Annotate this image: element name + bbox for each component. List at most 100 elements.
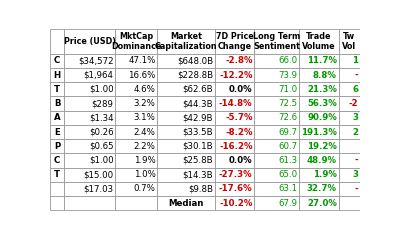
- Text: -16.2%: -16.2%: [219, 142, 252, 151]
- Text: 3.1%: 3.1%: [134, 113, 156, 122]
- Text: 48.9%: 48.9%: [307, 156, 337, 165]
- Text: 67.9: 67.9: [278, 199, 298, 208]
- Text: 7D Price
Change: 7D Price Change: [216, 32, 254, 51]
- Bar: [157, 29, 215, 54]
- Bar: [215, 82, 254, 96]
- Bar: [299, 111, 339, 125]
- Bar: [50, 168, 64, 182]
- Bar: [50, 96, 64, 111]
- Bar: [157, 139, 215, 153]
- Bar: [215, 168, 254, 182]
- Text: 21.3%: 21.3%: [307, 85, 337, 94]
- Text: -5.7%: -5.7%: [225, 113, 252, 122]
- Bar: [50, 54, 64, 68]
- Text: $1,964: $1,964: [84, 71, 114, 80]
- Text: Trade
Volume: Trade Volume: [302, 32, 336, 51]
- Bar: [299, 153, 339, 168]
- Text: E: E: [54, 127, 60, 137]
- Text: Long Term
Sentiment: Long Term Sentiment: [253, 32, 300, 51]
- Bar: [116, 125, 157, 139]
- Bar: [299, 182, 339, 196]
- Bar: [50, 82, 64, 96]
- Text: $62.6B: $62.6B: [182, 85, 213, 94]
- Text: 19.2%: 19.2%: [307, 142, 337, 151]
- Text: $9.8B: $9.8B: [188, 184, 213, 193]
- Bar: [116, 139, 157, 153]
- Bar: [64, 96, 116, 111]
- Text: $289: $289: [92, 99, 114, 108]
- Text: $1.00: $1.00: [89, 85, 114, 94]
- Bar: [339, 54, 360, 68]
- Text: $42.9B: $42.9B: [183, 113, 213, 122]
- Text: 11.7%: 11.7%: [307, 56, 337, 65]
- Bar: [215, 96, 254, 111]
- Bar: [50, 29, 64, 54]
- Text: 3.2%: 3.2%: [134, 99, 156, 108]
- Text: 72.5: 72.5: [278, 99, 298, 108]
- Bar: [215, 111, 254, 125]
- Bar: [157, 153, 215, 168]
- Text: T: T: [54, 85, 60, 94]
- Text: 27.0%: 27.0%: [307, 199, 337, 208]
- Text: $33.5B: $33.5B: [182, 127, 213, 137]
- Bar: [299, 54, 339, 68]
- Bar: [299, 196, 339, 210]
- Bar: [299, 96, 339, 111]
- Bar: [116, 68, 157, 82]
- Bar: [116, 153, 157, 168]
- Bar: [215, 182, 254, 196]
- Bar: [50, 111, 64, 125]
- Text: 3: 3: [352, 113, 358, 122]
- Text: 1: 1: [352, 56, 358, 65]
- Text: $1.34: $1.34: [89, 113, 114, 122]
- Text: MktCap
Dominance: MktCap Dominance: [111, 32, 162, 51]
- Bar: [254, 182, 299, 196]
- Bar: [50, 139, 64, 153]
- Bar: [116, 168, 157, 182]
- Bar: [254, 125, 299, 139]
- Text: $17.03: $17.03: [84, 184, 114, 193]
- Text: C: C: [54, 156, 60, 165]
- Text: $44.3B: $44.3B: [182, 99, 213, 108]
- Bar: [157, 125, 215, 139]
- Bar: [299, 29, 339, 54]
- Bar: [339, 196, 360, 210]
- Bar: [254, 29, 299, 54]
- Bar: [116, 196, 157, 210]
- Text: -: -: [354, 71, 358, 80]
- Text: 6: 6: [352, 85, 358, 94]
- Text: -8.2%: -8.2%: [225, 127, 252, 137]
- Text: 0.0%: 0.0%: [229, 85, 252, 94]
- Bar: [116, 182, 157, 196]
- Bar: [64, 54, 116, 68]
- Bar: [254, 111, 299, 125]
- Bar: [299, 139, 339, 153]
- Bar: [215, 54, 254, 68]
- Bar: [50, 196, 64, 210]
- Bar: [116, 96, 157, 111]
- Bar: [64, 153, 116, 168]
- Bar: [116, 82, 157, 96]
- Bar: [339, 168, 360, 182]
- Text: 2.2%: 2.2%: [134, 142, 156, 151]
- Text: 66.0: 66.0: [278, 56, 298, 65]
- Text: 16.6%: 16.6%: [128, 71, 156, 80]
- Bar: [157, 54, 215, 68]
- Bar: [157, 96, 215, 111]
- Bar: [64, 139, 116, 153]
- Text: 1.0%: 1.0%: [134, 170, 156, 179]
- Text: $25.8B: $25.8B: [182, 156, 213, 165]
- Bar: [64, 68, 116, 82]
- Text: $34,572: $34,572: [78, 56, 114, 65]
- Bar: [339, 82, 360, 96]
- Text: $0.26: $0.26: [89, 127, 114, 137]
- Bar: [339, 111, 360, 125]
- Bar: [299, 168, 339, 182]
- Bar: [339, 96, 360, 111]
- Text: $0.65: $0.65: [89, 142, 114, 151]
- Text: C: C: [54, 56, 60, 65]
- Bar: [215, 68, 254, 82]
- Bar: [64, 196, 116, 210]
- Text: 72.6: 72.6: [278, 113, 298, 122]
- Text: 47.1%: 47.1%: [128, 56, 156, 65]
